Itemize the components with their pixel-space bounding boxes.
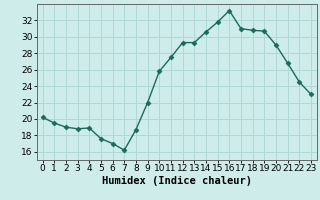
X-axis label: Humidex (Indice chaleur): Humidex (Indice chaleur) (102, 176, 252, 186)
